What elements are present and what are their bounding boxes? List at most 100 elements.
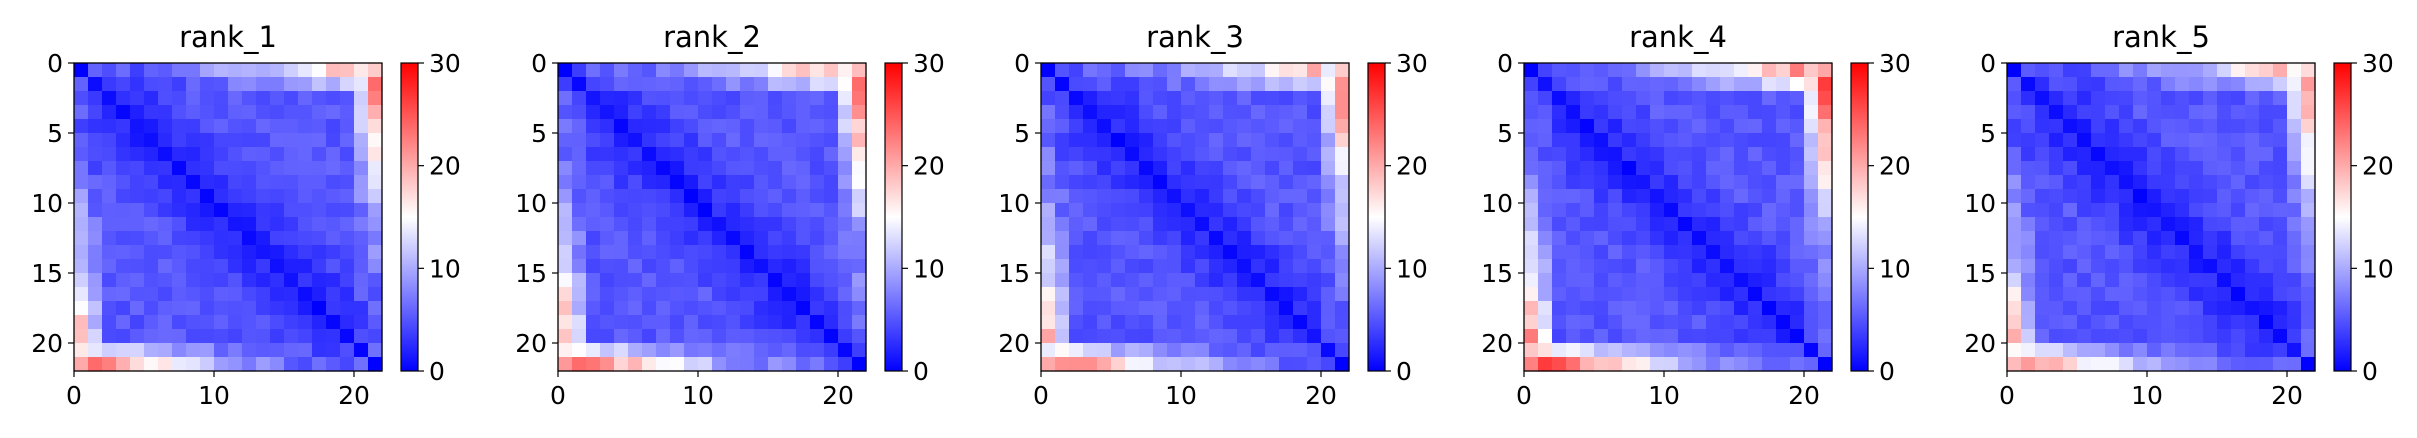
heatmap-cell bbox=[172, 161, 187, 176]
heatmap-cell bbox=[852, 105, 867, 120]
heatmap-cell bbox=[158, 245, 173, 260]
heatmap-cell bbox=[2175, 133, 2190, 148]
heatmap-cell bbox=[684, 343, 699, 358]
heatmap-cell bbox=[2077, 329, 2092, 344]
y-tick-label: 5 bbox=[47, 119, 63, 148]
heatmap-cell bbox=[670, 105, 685, 120]
heatmap-cell bbox=[2245, 287, 2260, 302]
heatmap-cell bbox=[2035, 259, 2050, 274]
heatmap-cell bbox=[74, 329, 89, 344]
heatmap-cell bbox=[2301, 343, 2316, 358]
heatmap-cell bbox=[628, 203, 643, 218]
heatmap-cell bbox=[1139, 203, 1154, 218]
heatmap-cell bbox=[1636, 343, 1651, 358]
heatmap-cell bbox=[1293, 357, 1308, 372]
heatmap-cell bbox=[1307, 245, 1322, 260]
heatmap-cell bbox=[2091, 315, 2106, 330]
panel-title: rank_5 bbox=[2112, 20, 2210, 54]
heatmap-cell bbox=[838, 63, 853, 78]
heatmap-cell bbox=[1776, 259, 1791, 274]
heatmap-cell bbox=[130, 287, 145, 302]
heatmap-cell bbox=[1720, 315, 1735, 330]
heatmap-cell bbox=[726, 161, 741, 176]
heatmap-cell bbox=[1125, 217, 1140, 232]
heatmap-cell bbox=[2245, 147, 2260, 162]
heatmap-cell bbox=[600, 203, 615, 218]
heatmap-cell bbox=[2063, 273, 2078, 288]
heatmap-cell bbox=[2021, 63, 2036, 78]
heatmap-cell bbox=[1111, 217, 1126, 232]
heatmap-cell bbox=[158, 147, 173, 162]
heatmap-cell bbox=[2301, 147, 2316, 162]
heatmap-cell bbox=[1069, 357, 1084, 372]
heatmap-cell bbox=[2259, 343, 2274, 358]
heatmap-cell bbox=[656, 161, 671, 176]
heatmap-cell bbox=[1181, 301, 1196, 316]
heatmap-cell bbox=[326, 119, 341, 134]
heatmap-cell bbox=[1734, 301, 1749, 316]
heatmap-cell bbox=[2021, 357, 2036, 372]
heatmap-cell bbox=[1790, 161, 1805, 176]
heatmap-cell bbox=[558, 343, 573, 358]
heatmap-cell bbox=[1538, 273, 1553, 288]
heatmap-cell bbox=[1307, 203, 1322, 218]
heatmap-cell bbox=[1223, 63, 1238, 78]
heatmap-cell bbox=[586, 203, 601, 218]
heatmap-cell bbox=[656, 343, 671, 358]
heatmap-cell bbox=[102, 315, 117, 330]
heatmap-cell bbox=[2231, 91, 2246, 106]
heatmap-cell bbox=[558, 273, 573, 288]
heatmap-cell bbox=[1524, 189, 1539, 204]
heatmap-cell bbox=[1321, 189, 1336, 204]
heatmap-cell bbox=[1069, 133, 1084, 148]
heatmap-cell bbox=[102, 273, 117, 288]
heatmap-cell bbox=[1594, 91, 1609, 106]
heatmap-cell bbox=[1055, 343, 1070, 358]
heatmap-cell bbox=[2021, 175, 2036, 190]
heatmap-cell bbox=[1195, 119, 1210, 134]
heatmap-cell bbox=[1580, 217, 1595, 232]
heatmap-cell bbox=[754, 315, 769, 330]
heatmap-cell bbox=[1293, 301, 1308, 316]
heatmap-cell bbox=[2063, 245, 2078, 260]
heatmap-cell bbox=[1706, 329, 1721, 344]
heatmap-cell bbox=[838, 175, 853, 190]
heatmap-cell bbox=[1279, 105, 1294, 120]
heatmap-cell bbox=[2091, 245, 2106, 260]
heatmap-cell bbox=[2203, 217, 2218, 232]
heatmap-cell bbox=[1804, 315, 1819, 330]
heatmap-cell bbox=[1209, 245, 1224, 260]
heatmap-cell bbox=[2301, 357, 2316, 372]
heatmap-cell bbox=[1762, 147, 1777, 162]
heatmap-cell bbox=[614, 105, 629, 120]
heatmap-cell bbox=[368, 203, 383, 218]
heatmap-cell bbox=[726, 329, 741, 344]
heatmap-cell bbox=[1307, 105, 1322, 120]
heatmap-cell bbox=[2259, 357, 2274, 372]
heatmap-cell bbox=[796, 273, 811, 288]
heatmap-cell bbox=[1734, 91, 1749, 106]
heatmap-cell bbox=[2189, 343, 2204, 358]
heatmap-cell bbox=[368, 77, 383, 92]
heatmap-cell bbox=[726, 147, 741, 162]
heatmap-cell bbox=[1041, 217, 1056, 232]
heatmap-cell bbox=[312, 301, 327, 316]
heatmap-cell bbox=[1594, 357, 1609, 372]
heatmap-cell bbox=[824, 315, 839, 330]
heatmap-cell bbox=[1790, 147, 1805, 162]
heatmap-cell bbox=[2063, 161, 2078, 176]
heatmap-cell bbox=[2189, 189, 2204, 204]
heatmap-cell bbox=[684, 133, 699, 148]
heatmap-cell bbox=[1181, 203, 1196, 218]
heatmap-cell bbox=[572, 63, 587, 78]
heatmap-cell bbox=[228, 189, 243, 204]
heatmap-cell bbox=[1069, 175, 1084, 190]
heatmap-cell bbox=[2049, 119, 2064, 134]
heatmap-cell bbox=[1566, 63, 1581, 78]
heatmap-cell bbox=[298, 133, 313, 148]
heatmap-cell bbox=[1279, 315, 1294, 330]
heatmap-cell bbox=[368, 133, 383, 148]
heatmap-cell bbox=[1622, 231, 1637, 246]
heatmap-cell bbox=[256, 147, 271, 162]
heatmap-cell bbox=[270, 203, 285, 218]
